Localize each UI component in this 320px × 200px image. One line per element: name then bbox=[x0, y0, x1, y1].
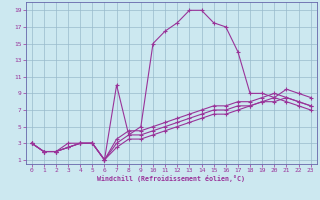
X-axis label: Windchill (Refroidissement éolien,°C): Windchill (Refroidissement éolien,°C) bbox=[97, 175, 245, 182]
